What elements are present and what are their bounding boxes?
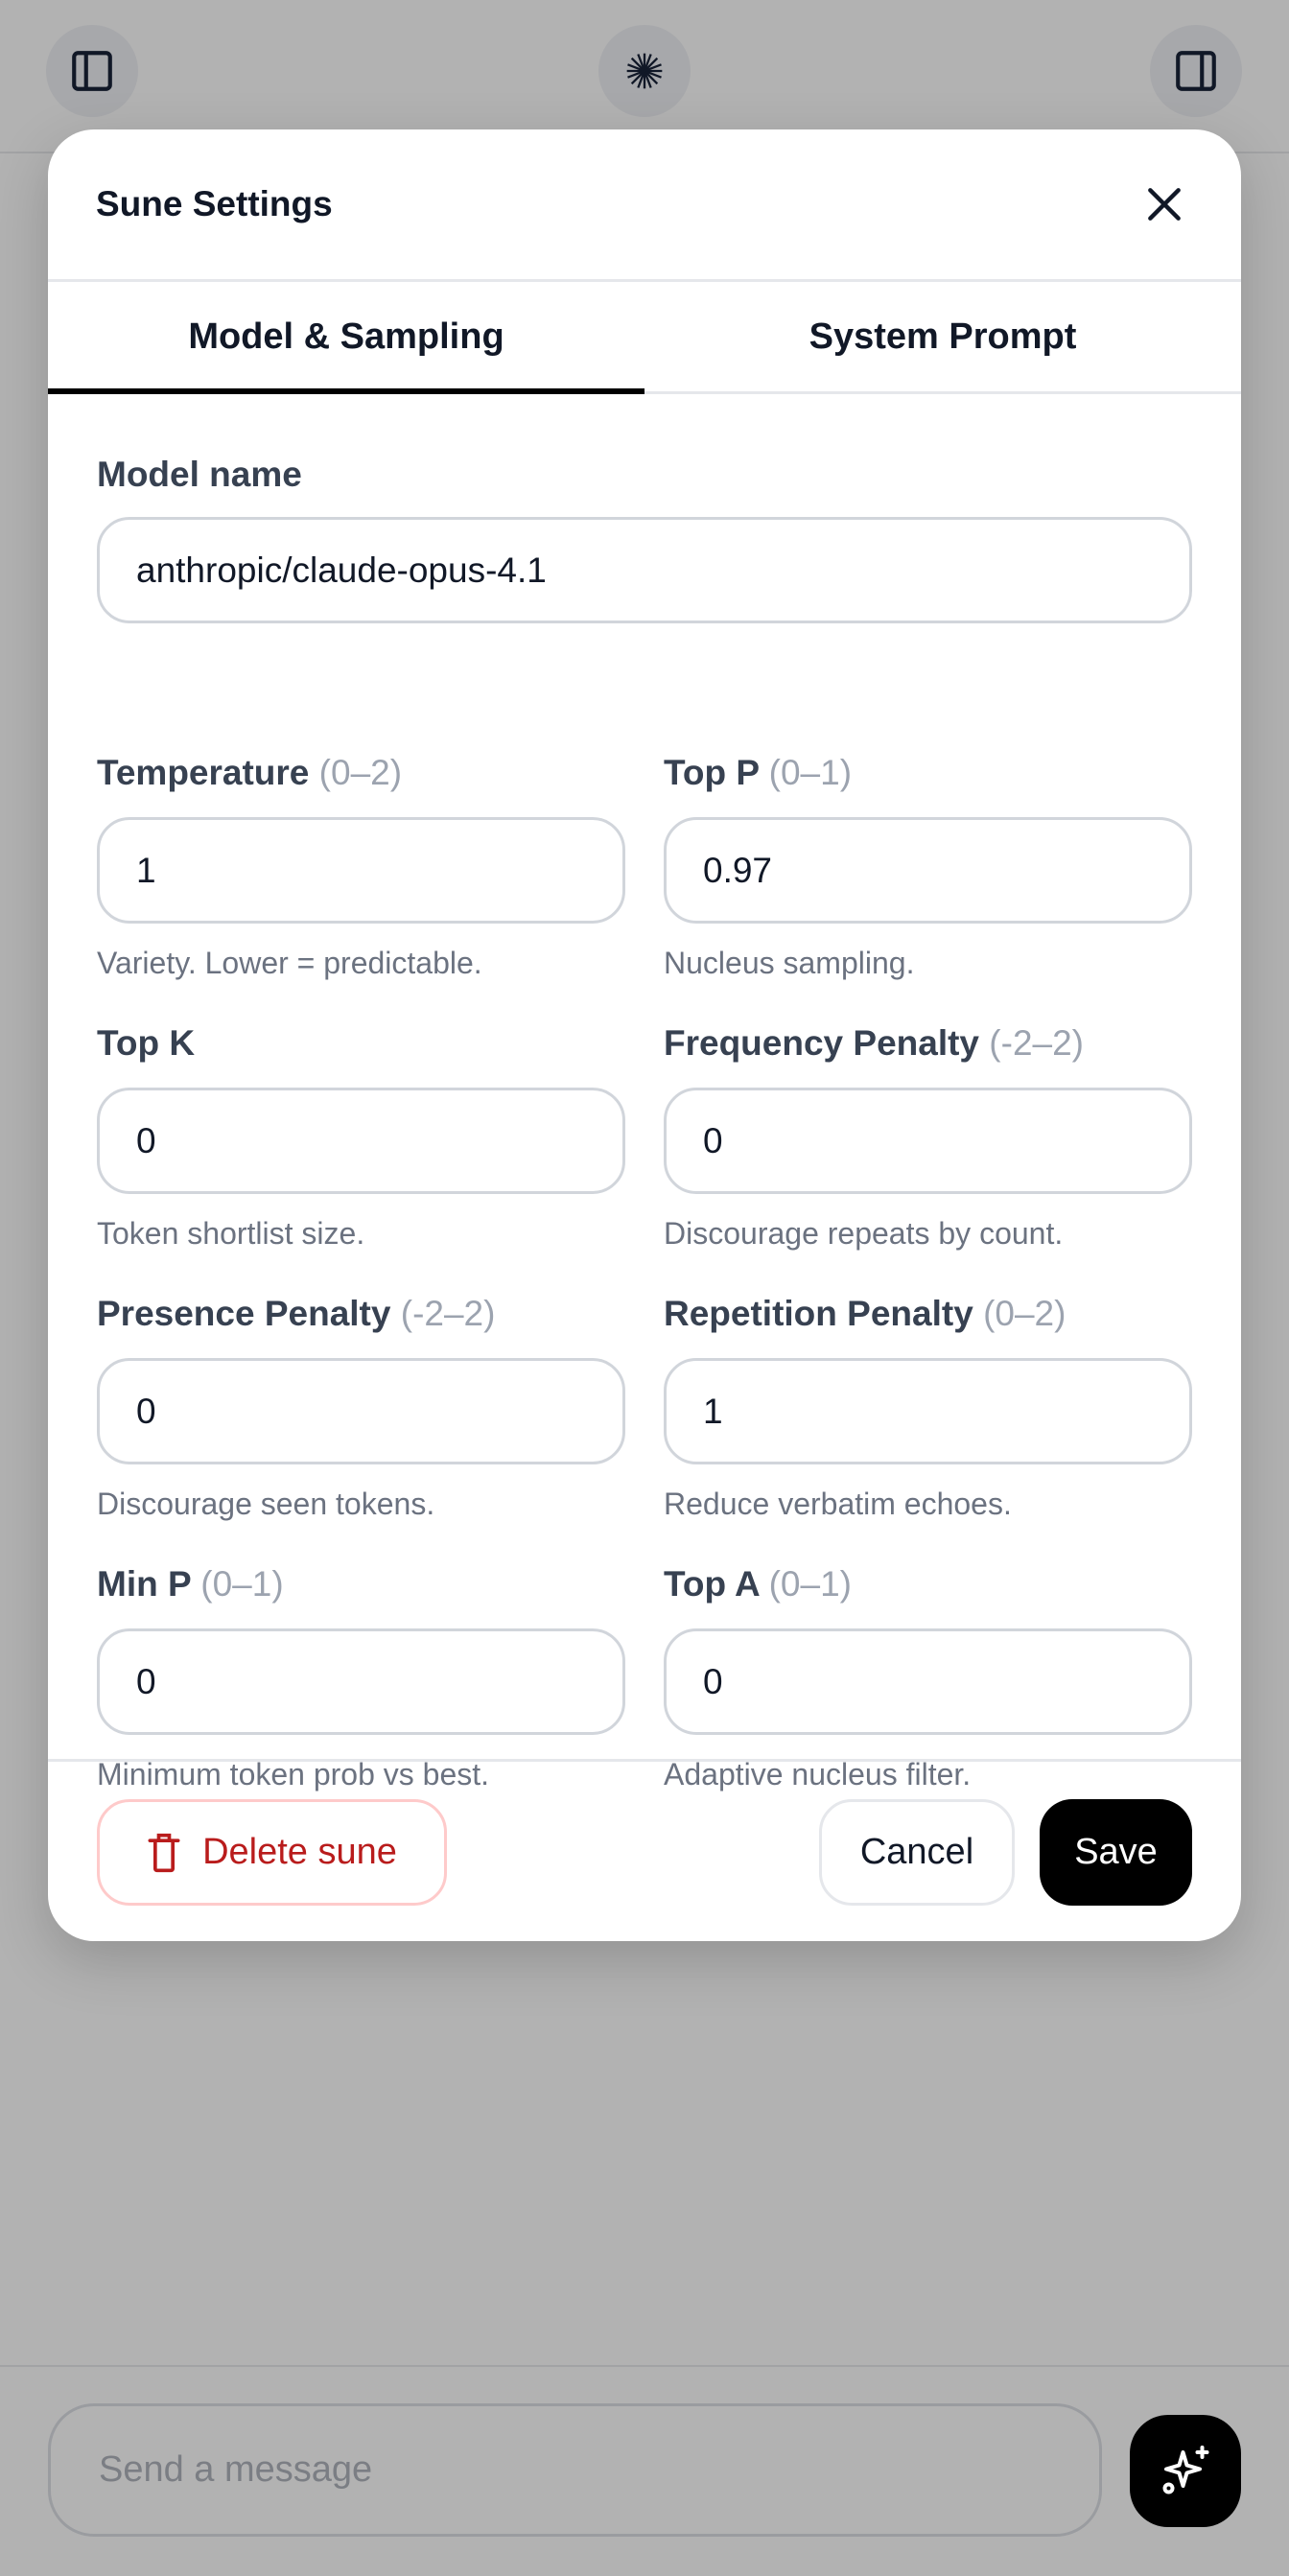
presence-penalty-value: 0: [136, 1391, 156, 1431]
top-k-help: Token shortlist size.: [97, 1216, 365, 1251]
top-a-help: Adaptive nucleus filter.: [664, 1757, 972, 1791]
repetition-penalty-input[interactable]: 1: [664, 1358, 1192, 1464]
field-min-p: Min P (0–1) 0 Minimum token prob vs best…: [97, 1563, 625, 1834]
sunburst-logo-icon: [626, 53, 663, 89]
delete-label: Delete sune: [202, 1832, 397, 1872]
message-input[interactable]: Send a message: [48, 2403, 1102, 2537]
field-frequency-penalty: Frequency Penalty (-2–2) 0 Discourage re…: [664, 1022, 1192, 1293]
field-range: (0–1): [768, 1564, 852, 1604]
field-range: (-2–2): [400, 1294, 496, 1333]
save-button[interactable]: Save: [1040, 1799, 1192, 1906]
field-range: (0–2): [318, 753, 403, 792]
temperature-input[interactable]: 1: [97, 817, 625, 924]
modal-footer: Delete sune Cancel Save: [48, 1759, 1241, 1941]
top-p-input[interactable]: 0.97: [664, 817, 1192, 924]
settings-modal: Sune Settings Model & Sampling System Pr…: [48, 129, 1241, 1941]
sidebar-right-icon: [1176, 51, 1216, 91]
temperature-value: 1: [136, 850, 156, 890]
model-name-input[interactable]: [97, 517, 1192, 623]
sidebar-left-icon: [72, 51, 112, 91]
min-p-value: 0: [136, 1661, 156, 1701]
field-label-text: Top P: [664, 753, 760, 792]
frequency-penalty-label: Frequency Penalty (-2–2): [664, 1022, 1192, 1065]
close-button[interactable]: [1136, 176, 1193, 233]
presence-penalty-help: Discourage seen tokens.: [97, 1487, 435, 1521]
field-temperature: Temperature (0–2) 1 Variety. Lower = pre…: [97, 752, 625, 1022]
tab-system-prompt[interactable]: System Prompt: [809, 316, 1077, 357]
field-label-text: Frequency Penalty: [664, 1023, 980, 1063]
frequency-penalty-help: Discourage repeats by count.: [664, 1216, 1064, 1251]
min-p-input[interactable]: 0: [97, 1628, 625, 1735]
repetition-penalty-label: Repetition Penalty (0–2): [664, 1293, 1192, 1335]
field-top-k: Top K 0 Token shortlist size.: [97, 1022, 625, 1293]
field-label-text: Min P: [97, 1564, 191, 1604]
trash-icon: [148, 1833, 180, 1872]
tab-bar: Model & Sampling System Prompt: [48, 282, 1241, 394]
close-icon: [1148, 188, 1181, 221]
sparkle-action-button[interactable]: [1130, 2415, 1241, 2527]
temperature-label: Temperature (0–2): [97, 752, 625, 794]
presence-penalty-input[interactable]: 0: [97, 1358, 625, 1464]
toggle-left-sidebar-button[interactable]: [46, 25, 138, 117]
frequency-penalty-input[interactable]: 0: [664, 1088, 1192, 1194]
top-k-value: 0: [136, 1120, 156, 1160]
presence-penalty-label: Presence Penalty (-2–2): [97, 1293, 625, 1335]
tab-model-sampling[interactable]: Model & Sampling: [48, 282, 644, 394]
top-a-input[interactable]: 0: [664, 1628, 1192, 1735]
min-p-help: Minimum token prob vs best.: [97, 1757, 490, 1791]
top-p-value: 0.97: [703, 850, 773, 890]
field-range: (0–1): [768, 753, 853, 792]
top-p-help: Nucleus sampling.: [664, 946, 915, 980]
toggle-right-sidebar-button[interactable]: [1150, 25, 1242, 117]
repetition-penalty-help: Reduce verbatim echoes.: [664, 1487, 1012, 1521]
min-p-label: Min P (0–1): [97, 1563, 625, 1605]
top-k-input[interactable]: 0: [97, 1088, 625, 1194]
field-repetition-penalty: Repetition Penalty (0–2) 1 Reduce verbat…: [664, 1293, 1192, 1563]
model-name-label: Model name: [97, 455, 302, 494]
top-k-label: Top K: [97, 1022, 625, 1065]
repetition-penalty-value: 1: [703, 1391, 723, 1431]
field-label-text: Top A: [664, 1564, 760, 1604]
field-label-text: Repetition Penalty: [664, 1294, 973, 1333]
field-label-text: Presence Penalty: [97, 1294, 391, 1333]
modal-title: Sune Settings: [96, 184, 333, 223]
field-label-text: Top K: [97, 1023, 196, 1063]
top-a-label: Top A (0–1): [664, 1563, 1192, 1605]
delete-sune-button[interactable]: Delete sune: [97, 1799, 447, 1906]
modal-header: Sune Settings: [48, 129, 1241, 282]
field-top-p: Top P (0–1) 0.97 Nucleus sampling.: [664, 752, 1192, 1022]
top-a-value: 0: [703, 1661, 723, 1701]
logo-button[interactable]: [598, 25, 691, 117]
field-label-text: Temperature: [97, 753, 310, 792]
field-top-a: Top A (0–1) 0 Adaptive nucleus filter.: [664, 1563, 1192, 1834]
sparkles-icon: [1162, 2445, 1209, 2494]
frequency-penalty-value: 0: [703, 1120, 723, 1160]
field-range: (0–2): [983, 1294, 1066, 1333]
top-p-label: Top P (0–1): [664, 752, 1192, 794]
composer-divider: [0, 2365, 1289, 2367]
field-range: (-2–2): [989, 1023, 1084, 1063]
message-placeholder: Send a message: [99, 2449, 373, 2490]
sampling-fields-grid: Temperature (0–2) 1 Variety. Lower = pre…: [97, 752, 1192, 1834]
cancel-button[interactable]: Cancel: [819, 1799, 1015, 1906]
temperature-help: Variety. Lower = predictable.: [97, 946, 482, 980]
field-range: (0–1): [200, 1564, 284, 1604]
field-presence-penalty: Presence Penalty (-2–2) 0 Discourage see…: [97, 1293, 625, 1563]
